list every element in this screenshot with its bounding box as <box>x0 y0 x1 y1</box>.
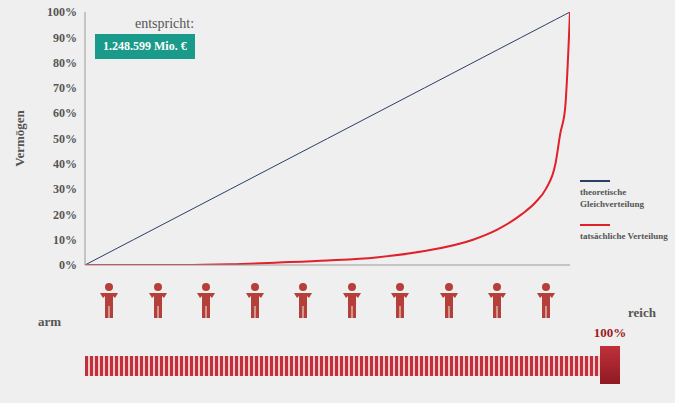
svg-text:50%: 50% <box>53 132 77 146</box>
svg-text:70%: 70% <box>53 81 77 95</box>
svg-text:30%: 30% <box>53 182 77 196</box>
svg-text:90%: 90% <box>53 31 77 45</box>
html-text:theoretische Gleichverteilung: theoretische Gleichverteilung <box>580 187 644 209</box>
html-text:tatsächliche Verteilung: tatsächliche Verteilung <box>580 231 668 241</box>
svg-text:10%: 10% <box>53 233 77 247</box>
html-text:reich: reich <box>628 305 656 320</box>
svg-text:100%: 100% <box>47 5 77 19</box>
html-text:arm: arm <box>38 314 62 329</box>
svg-text:40%: 40% <box>53 157 77 171</box>
svg-text:80%: 80% <box>53 56 77 70</box>
svg-text:Vermögen: Vermögen <box>12 109 27 166</box>
svg-text:0%: 0% <box>59 258 77 272</box>
svg-text:20%: 20% <box>53 208 77 222</box>
html-text:entspricht:: entspricht: <box>135 16 195 31</box>
html-text:1.248.599 Mio. €: 1.248.599 Mio. € <box>103 39 187 53</box>
svg-text:60%: 60% <box>53 106 77 120</box>
html-text:100%: 100% <box>593 325 627 340</box>
